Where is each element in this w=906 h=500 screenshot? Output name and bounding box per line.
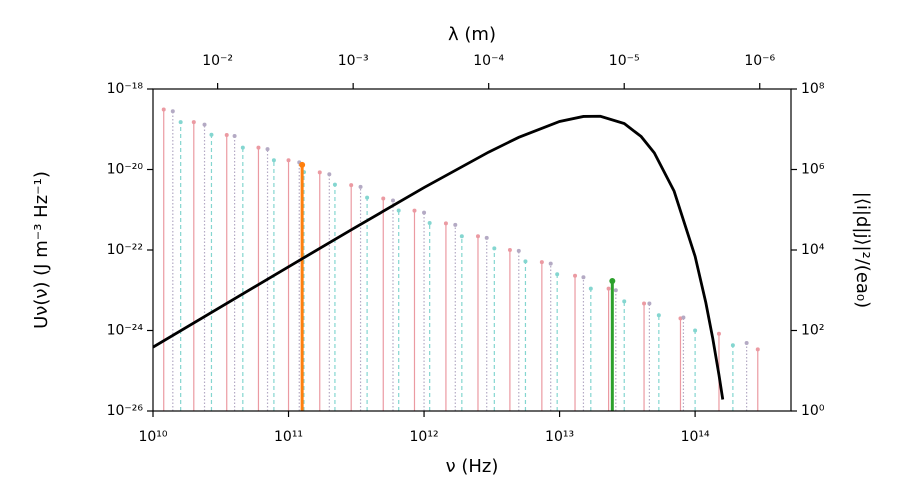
stem-marker bbox=[240, 145, 245, 150]
stem-marker bbox=[427, 220, 432, 225]
x2-tick-label: 10⁻⁴ bbox=[473, 53, 504, 69]
stem-marker bbox=[492, 246, 497, 251]
stem-marker bbox=[265, 147, 270, 152]
stem-marker bbox=[730, 343, 735, 348]
stem-marker bbox=[622, 299, 627, 304]
stem-marker bbox=[588, 286, 593, 291]
stem-marker bbox=[755, 347, 760, 352]
stem-marker bbox=[656, 313, 661, 318]
stem-marker bbox=[523, 259, 528, 264]
stem-marker bbox=[642, 301, 647, 306]
stem-marker bbox=[191, 120, 196, 125]
stem-marker bbox=[161, 107, 166, 112]
stem-marker bbox=[327, 172, 332, 177]
stem-marker bbox=[744, 340, 749, 345]
stem-marker bbox=[178, 120, 183, 125]
stem-marker bbox=[573, 273, 578, 278]
stem-marker bbox=[581, 275, 586, 280]
stem-marker bbox=[390, 198, 395, 203]
y-tick-label: 10⁻²⁶ bbox=[107, 403, 144, 419]
stem-marker bbox=[256, 145, 261, 150]
stem-marker bbox=[332, 182, 337, 187]
plot-area bbox=[153, 107, 760, 411]
stem-marker bbox=[555, 272, 560, 277]
stem-marker bbox=[170, 109, 175, 114]
stem-marker bbox=[299, 161, 306, 168]
x2-axis-label: λ (m) bbox=[448, 24, 496, 45]
stem-marker bbox=[693, 328, 698, 333]
plot-frame bbox=[152, 88, 792, 412]
x2-tick-label: 10⁻² bbox=[202, 53, 233, 69]
stem-marker bbox=[453, 222, 458, 227]
stem-marker bbox=[539, 260, 544, 265]
stem-marker bbox=[459, 234, 464, 239]
stem-marker bbox=[548, 261, 553, 266]
stem-marker bbox=[475, 234, 480, 239]
stem-marker bbox=[422, 210, 427, 215]
y2-tick-label: 10⁰ bbox=[801, 403, 825, 419]
stem-marker bbox=[349, 183, 354, 188]
stem-marker bbox=[358, 184, 363, 189]
stem-marker bbox=[681, 315, 686, 320]
y-tick-label: 10⁻¹⁸ bbox=[107, 81, 144, 97]
x2-tick-label: 10⁻⁶ bbox=[744, 53, 775, 69]
x-tick-label: 10¹³ bbox=[545, 429, 574, 445]
y-tick-label: 10⁻²⁴ bbox=[107, 323, 144, 339]
stem-marker bbox=[271, 158, 276, 163]
x-tick-label: 10¹² bbox=[410, 429, 439, 445]
x2-tick-label: 10⁻³ bbox=[338, 53, 369, 69]
stem-marker bbox=[609, 277, 616, 284]
y-tick-label: 10⁻²⁰ bbox=[107, 162, 144, 178]
stem-marker bbox=[365, 195, 370, 200]
stem-marker bbox=[286, 158, 291, 163]
stem-marker bbox=[412, 208, 417, 213]
stem-marker bbox=[613, 288, 618, 293]
stem-marker bbox=[396, 208, 401, 213]
stem-marker bbox=[716, 331, 721, 336]
planck-curve bbox=[153, 114, 725, 400]
stem-marker bbox=[443, 221, 448, 226]
stem-marker bbox=[484, 235, 489, 240]
stem-marker bbox=[202, 122, 207, 127]
stem-marker bbox=[647, 301, 652, 306]
stem-marker bbox=[516, 248, 521, 253]
stem-marker bbox=[232, 133, 237, 138]
stem-marker bbox=[224, 132, 229, 137]
x-tick-label: 10¹⁴ bbox=[681, 429, 710, 445]
y2-axis-label: |⟨i|d|j⟩|²/(ea₀) bbox=[852, 192, 873, 308]
y2-tick-label: 10⁴ bbox=[801, 242, 825, 258]
x-tick-label: 10¹⁰ bbox=[138, 429, 167, 445]
y2-tick-label: 10⁸ bbox=[801, 81, 825, 97]
y2-tick-label: 10⁶ bbox=[801, 162, 825, 178]
stem-marker bbox=[209, 132, 214, 137]
stem-marker bbox=[507, 248, 512, 252]
stem-marker bbox=[606, 286, 611, 291]
y-tick-label: 10⁻²² bbox=[107, 242, 143, 258]
x2-tick-label: 10⁻⁵ bbox=[609, 53, 640, 69]
x-axis-label: ν (Hz) bbox=[446, 456, 499, 477]
y-axis-label: Uν(ν) (J m⁻³ Hz⁻¹) bbox=[31, 171, 52, 329]
x-tick-label: 10¹¹ bbox=[274, 429, 303, 445]
y2-tick-label: 10² bbox=[801, 323, 824, 339]
stem-marker bbox=[381, 196, 386, 201]
stem-marker bbox=[317, 170, 322, 175]
